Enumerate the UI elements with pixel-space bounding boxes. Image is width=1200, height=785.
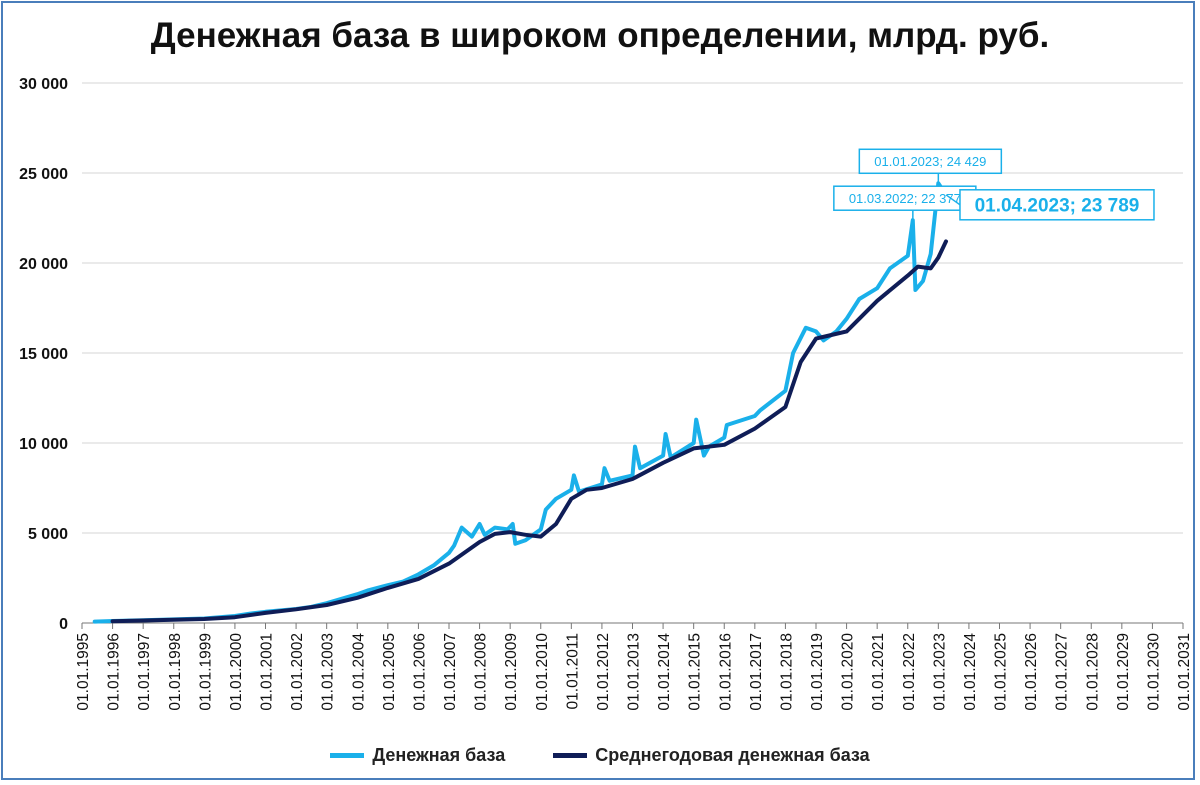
x-tick-label: 01.01.1997 xyxy=(136,633,153,711)
x-tick-label: 01.01.1999 xyxy=(197,633,214,711)
x-tick-label: 01.01.2027 xyxy=(1054,633,1071,711)
x-tick-label: 01.01.1998 xyxy=(167,633,184,711)
x-tick-label: 01.01.2003 xyxy=(320,633,337,711)
x-tick-label: 01.01.2008 xyxy=(473,633,490,711)
x-tick-label: 01.01.2001 xyxy=(259,633,276,711)
x-tick-label: 01.01.2017 xyxy=(748,633,765,711)
y-tick-label: 15 000 xyxy=(19,346,68,363)
grid-layer xyxy=(82,82,1183,624)
legend-item-money-base: Денежная база xyxy=(330,745,505,766)
x-tick-label: 01.01.2013 xyxy=(626,633,643,711)
legend-label-annual-avg: Среднегодовая денежная база xyxy=(595,745,870,765)
series-layer xyxy=(92,181,948,624)
x-tick-label: 01.01.2016 xyxy=(717,633,734,711)
y-tick-label: 30 000 xyxy=(19,76,68,93)
x-tick-label: 01.01.2020 xyxy=(840,633,857,711)
annotation-leader xyxy=(945,194,961,206)
y-axis: 0 5 000 10 000 15 000 20 000 25 000 30 000 xyxy=(19,76,68,633)
annotation-label: 01.03.2022; 22 377 xyxy=(849,191,961,206)
annotation-label: 01.04.2023; 23 789 xyxy=(975,196,1140,217)
x-tick-label: 01.01.1996 xyxy=(106,633,123,711)
x-tick-label: 01.01.2021 xyxy=(870,633,887,711)
x-tick-label: 01.01.2014 xyxy=(656,633,673,711)
chart-title: Денежная база в широком определении, млр… xyxy=(150,16,1050,55)
legend-item-annual-avg: Среднегодовая денежная база xyxy=(553,745,870,766)
annotation-box xyxy=(959,189,1155,221)
annotation-box xyxy=(833,185,977,211)
x-tick-label: 01.01.2010 xyxy=(534,633,551,711)
x-tick-label: 01.01.2028 xyxy=(1084,633,1101,711)
x-tick-label: 01.01.2000 xyxy=(228,633,245,711)
annotation-label: 01.01.2023; 24 429 xyxy=(874,154,986,169)
x-tick-label: 01.01.2018 xyxy=(778,633,795,711)
annotation-layer: 01.03.2022; 22 377 01.01.2023; 24 429 01.0… xyxy=(833,148,1155,221)
y-tick-label: 5 000 xyxy=(28,526,68,543)
y-tick-label: 25 000 xyxy=(19,166,68,183)
y-tick-label: 10 000 xyxy=(19,436,68,453)
x-tick-label: 01.01.2026 xyxy=(1023,633,1040,711)
legend-swatch-money-base xyxy=(330,753,365,758)
y-tick-label: 20 000 xyxy=(19,256,68,273)
x-tick-label: 01.01.2025 xyxy=(993,633,1010,711)
x-tick-label: 01.01.2015 xyxy=(687,633,704,711)
x-tick-label: 01.01.2005 xyxy=(381,633,398,711)
x-tick-label: 01.01.2024 xyxy=(962,633,979,711)
x-tick-label: 01.01.2019 xyxy=(809,633,826,711)
legend-label-money-base: Денежная база xyxy=(372,745,506,765)
series-line-money-base xyxy=(92,181,948,624)
x-tick-label: 01.01.2007 xyxy=(442,633,459,711)
x-tick-label: 01.01.2012 xyxy=(595,633,612,711)
x-tick-label: 01.01.2023 xyxy=(931,633,948,711)
x-tick-label: 01.01.2006 xyxy=(411,633,428,711)
x-tick-label: 01.01.2009 xyxy=(503,633,520,711)
series-line-annual-average xyxy=(110,239,948,624)
x-axis: 01.01.1995 01.01.1996 01.01.1997 01.01.1998… xyxy=(75,623,1193,711)
x-tick-label: 01.01.2029 xyxy=(1115,633,1132,711)
legend: Денежная база Среднегодовая денежная баз… xyxy=(0,745,1200,766)
x-tick-label: 01.01.2004 xyxy=(350,633,367,711)
x-tick-label: 01.01.2030 xyxy=(1145,633,1162,711)
y-tick-label: 0 xyxy=(59,616,68,633)
x-tick-label: 01.01.2022 xyxy=(901,633,918,711)
x-tick-label: 01.01.2031 xyxy=(1176,633,1193,711)
x-tick-label: 01.01.2011 xyxy=(564,633,581,709)
legend-swatch-annual-avg xyxy=(553,753,588,758)
annotation-box xyxy=(858,148,1003,175)
x-tick-label: 01.01.2002 xyxy=(289,633,306,711)
x-tick-label: 01.01.1995 xyxy=(75,633,92,711)
